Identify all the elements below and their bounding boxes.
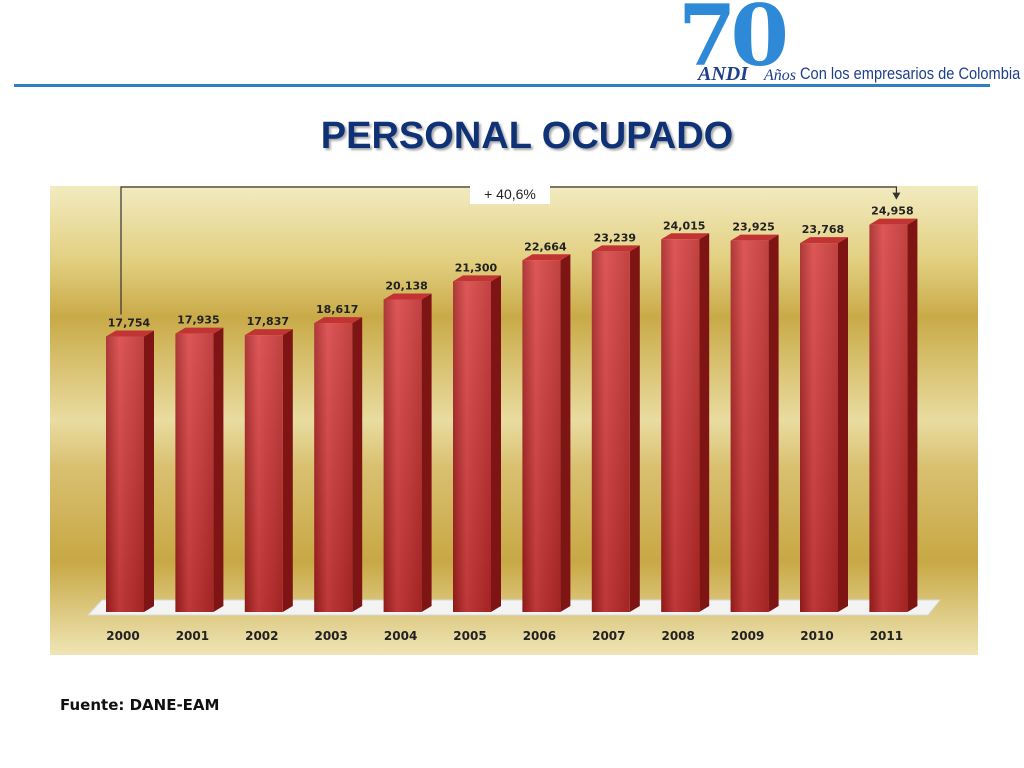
bar-chart: 2000 2001 2002 2003 2004 2005 2006 2007 2008 2009… bbox=[86, 186, 942, 643]
bar-shade bbox=[591, 251, 630, 612]
bar bbox=[730, 234, 779, 612]
bar-side bbox=[213, 327, 224, 612]
bar-top bbox=[661, 233, 710, 240]
x-tick-label: 2003 bbox=[314, 629, 347, 643]
x-tick-label: 2010 bbox=[800, 629, 833, 643]
bar-top bbox=[730, 234, 779, 241]
logo-years-word: Años bbox=[764, 67, 796, 84]
data-label: 22,664 bbox=[524, 240, 567, 253]
bar-shade bbox=[383, 299, 422, 612]
bar-shade bbox=[869, 224, 908, 612]
bar bbox=[661, 233, 710, 612]
data-label: 23,768 bbox=[802, 223, 844, 236]
page-title: PERSONAL OCUPADO bbox=[320, 115, 734, 157]
bar bbox=[314, 317, 363, 612]
bar-side bbox=[352, 317, 363, 612]
bar-top bbox=[800, 237, 848, 244]
bar-shade bbox=[800, 243, 838, 612]
data-label: 18,617 bbox=[316, 303, 358, 316]
bar bbox=[591, 245, 640, 612]
bar-top bbox=[591, 245, 640, 252]
x-tick-label: 2008 bbox=[661, 629, 694, 643]
bar-shade bbox=[661, 239, 700, 612]
andi-logo: 70 ANDI Años Con los empresarios de Colo… bbox=[676, 0, 1020, 85]
x-tick-label: 2011 bbox=[870, 629, 903, 643]
bar-side bbox=[907, 218, 918, 612]
bar-top bbox=[175, 327, 224, 334]
bar bbox=[522, 254, 571, 612]
logo-tagline: Con los empresarios de Colombia bbox=[800, 64, 1021, 83]
x-tick-label: 2004 bbox=[384, 629, 417, 643]
growth-arrowhead bbox=[892, 192, 901, 200]
data-label: 24,958 bbox=[871, 205, 913, 218]
x-tick-label: 2000 bbox=[106, 629, 139, 643]
bar-shade bbox=[106, 336, 144, 612]
bar-shade bbox=[453, 281, 491, 612]
bar-shade bbox=[175, 333, 214, 612]
chart-panel: 2000 2001 2002 2003 2004 2005 2006 2007 2008 2009… bbox=[50, 186, 978, 655]
logo-number: 70 bbox=[678, 0, 789, 85]
bar-shade bbox=[522, 260, 561, 612]
data-label: 23,925 bbox=[732, 221, 774, 234]
bar bbox=[175, 327, 224, 612]
chart-floor bbox=[86, 599, 942, 616]
bar-top bbox=[453, 275, 501, 282]
logo-brand: ANDI bbox=[698, 63, 749, 85]
bar-top bbox=[244, 329, 293, 336]
data-label: 21,300 bbox=[455, 261, 498, 274]
x-tick-label: 2009 bbox=[731, 629, 764, 643]
data-label: 23,239 bbox=[594, 231, 636, 244]
bar-top bbox=[314, 317, 363, 324]
bar bbox=[244, 329, 293, 612]
data-labels: 17,754 17,935 17,837 18,617 20,138 21,300 22,6… bbox=[108, 205, 914, 330]
bar-side bbox=[560, 254, 571, 612]
x-tick-label: 2001 bbox=[176, 629, 209, 643]
bar bbox=[869, 218, 918, 612]
annotation-box bbox=[470, 186, 550, 204]
data-label: 17,935 bbox=[177, 314, 219, 327]
bar-top bbox=[383, 293, 432, 300]
data-label: 17,754 bbox=[108, 316, 151, 329]
data-label: 24,015 bbox=[663, 219, 705, 232]
x-tick-label: 2005 bbox=[453, 629, 486, 643]
bar-shade bbox=[244, 335, 283, 612]
bar bbox=[383, 293, 432, 612]
bar-top bbox=[106, 330, 154, 337]
x-tick-label: 2006 bbox=[523, 629, 556, 643]
growth-bracket bbox=[120, 186, 898, 315]
bar-top bbox=[869, 218, 918, 225]
bar-side bbox=[699, 233, 710, 612]
bar bbox=[453, 275, 501, 612]
data-label: 20,138 bbox=[385, 279, 427, 292]
data-label: 17,837 bbox=[247, 315, 289, 328]
bar bbox=[106, 330, 154, 612]
bar-side bbox=[144, 330, 154, 612]
bar-shade bbox=[730, 240, 769, 612]
x-tick-label: 2007 bbox=[592, 629, 625, 643]
bar bbox=[800, 237, 848, 612]
growth-annotation: + 40,6% bbox=[484, 186, 536, 202]
bar-side bbox=[838, 237, 848, 612]
bar-side bbox=[629, 245, 640, 612]
bar-side bbox=[768, 234, 779, 612]
bar-side bbox=[282, 329, 293, 612]
bar-top bbox=[522, 254, 571, 261]
source-note: Fuente: DANE-EAM bbox=[60, 696, 220, 714]
header-divider bbox=[14, 84, 990, 87]
bar-side bbox=[491, 275, 501, 612]
x-tick-label: 2002 bbox=[245, 629, 278, 643]
bar-shade bbox=[314, 323, 353, 612]
bar-side bbox=[421, 293, 432, 612]
